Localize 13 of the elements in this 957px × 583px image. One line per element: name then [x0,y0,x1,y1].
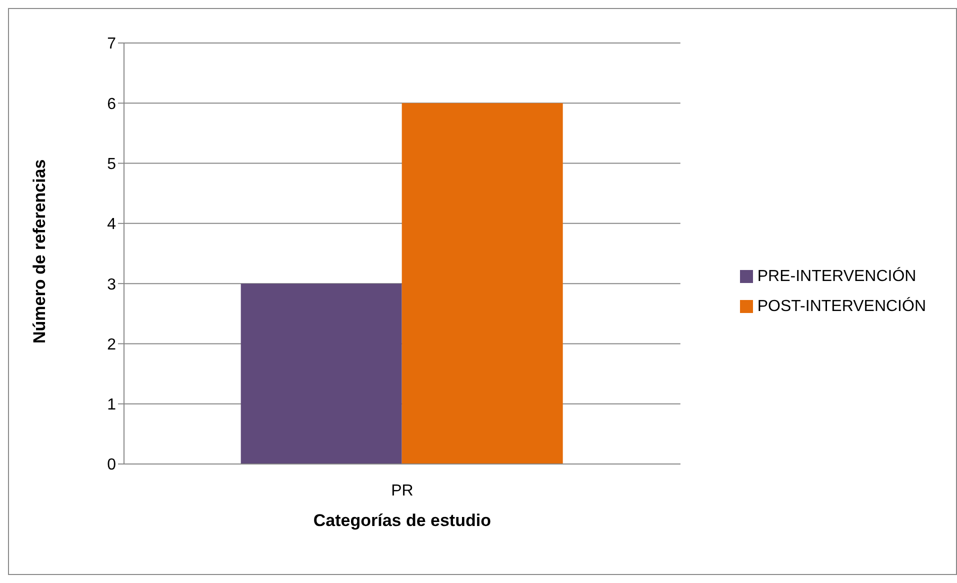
y-tick-label: 3 [107,276,116,294]
y-tick-label: 7 [107,36,116,53]
x-tick-label: PR [391,482,414,500]
y-tick-label: 1 [107,396,116,414]
x-axis-title: Categorías de estudio [313,511,491,530]
y-tick-label: 0 [107,456,116,474]
y-tick-label: 2 [107,336,116,354]
y-tick-label: 6 [107,96,116,113]
legend-label: PRE-INTERVENCIÓN [757,268,916,284]
y-tick-label: 4 [107,216,116,234]
y-axis-title: Número de referencias [30,159,50,344]
legend-label: POST-INTERVENCIÓN [757,298,926,314]
y-tick-label: 5 [107,156,116,173]
